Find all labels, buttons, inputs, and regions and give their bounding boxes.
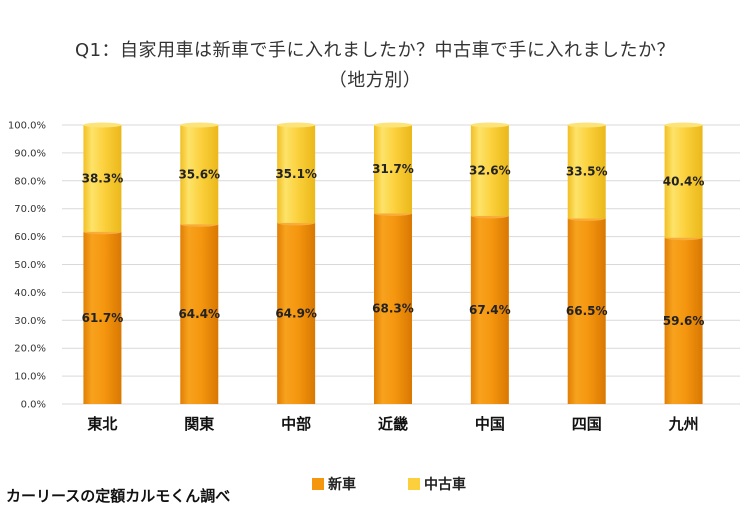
y-tick-label: 10.0%: [14, 372, 46, 383]
legend-label-new-car: 新車: [328, 477, 356, 493]
bar-segment: [83, 125, 122, 232]
stacked-bar-chart: 0.0% 10.0% 20.0% 30.0% 40.0% 50.0% 60.0% 70.0% 8…: [8, 121, 740, 433]
x-category-label: 東北: [87, 415, 117, 433]
y-tick-label: 0.0%: [21, 400, 46, 411]
y-tick-label: 80.0%: [14, 176, 46, 187]
legend-swatch-new-car: [312, 478, 324, 490]
y-tick-label: 50.0%: [14, 260, 46, 271]
data-label: 31.7%: [372, 162, 414, 176]
data-label: 38.3%: [82, 171, 124, 185]
y-tick-label: 70.0%: [14, 204, 46, 215]
y-tick-label: 90.0%: [14, 148, 46, 159]
bar-cap: [374, 122, 412, 128]
y-tick-label: 40.0%: [14, 288, 46, 299]
bar-segment: [470, 215, 509, 404]
bar-segment: [567, 125, 606, 219]
data-label: 33.5%: [566, 165, 608, 179]
bar-segment: [664, 125, 703, 238]
data-label: 67.4%: [469, 303, 511, 317]
bar-cap: [470, 122, 509, 128]
data-label: 40.4%: [663, 174, 705, 188]
bar-cap: [180, 122, 219, 128]
bar-segment: [277, 125, 316, 223]
x-category-label: 中国: [475, 415, 505, 433]
data-label: 64.4%: [178, 307, 220, 321]
x-category-label: 四国: [572, 415, 602, 433]
y-tick-label: 60.0%: [14, 232, 46, 243]
y-tick-label: 100.0%: [8, 121, 46, 132]
data-label: 35.6%: [178, 168, 220, 182]
legend: 新車 中古車: [312, 474, 466, 494]
data-label: 61.7%: [82, 311, 124, 325]
x-category-label: 近畿: [378, 415, 408, 433]
y-tick-label: 30.0%: [14, 316, 46, 327]
data-label: 64.9%: [275, 306, 317, 320]
legend-label-used-car: 中古車: [424, 477, 466, 493]
bar-cap: [664, 122, 703, 128]
bar-segment: [374, 213, 412, 404]
source-note: カーリースの定額カルモくん調べ: [6, 487, 231, 505]
bar-segment: [180, 224, 219, 404]
data-label: 66.5%: [566, 304, 608, 318]
bar-segment: [374, 125, 412, 214]
x-category-label: 中部: [281, 415, 311, 433]
x-category-label: 九州: [668, 415, 699, 433]
bar-segment: [664, 237, 703, 404]
legend-item-used-car: 中古車: [408, 474, 466, 494]
bar-cap: [567, 122, 606, 128]
legend-swatch-used-car: [408, 478, 420, 490]
data-label: 35.1%: [275, 167, 317, 181]
bar-cap: [83, 122, 122, 128]
bar-segment: [180, 125, 219, 225]
chart-subtitle: （地方別）: [328, 70, 422, 91]
bar-segment: [83, 231, 122, 404]
x-category-label: 関東: [184, 415, 214, 433]
chart-title: Q1：自家用車は新車で手に入れましたか？中古車で手に入れましたか？: [74, 40, 676, 61]
bar-segment: [277, 222, 316, 404]
y-tick-label: 20.0%: [14, 344, 46, 355]
data-label: 59.6%: [663, 314, 705, 328]
legend-item-new-car: 新車: [312, 474, 356, 494]
data-label: 32.6%: [469, 163, 511, 177]
bar-segment: [470, 125, 509, 216]
bar-cap: [277, 122, 316, 128]
data-label: 68.3%: [372, 302, 414, 316]
bar-segment: [567, 218, 606, 404]
